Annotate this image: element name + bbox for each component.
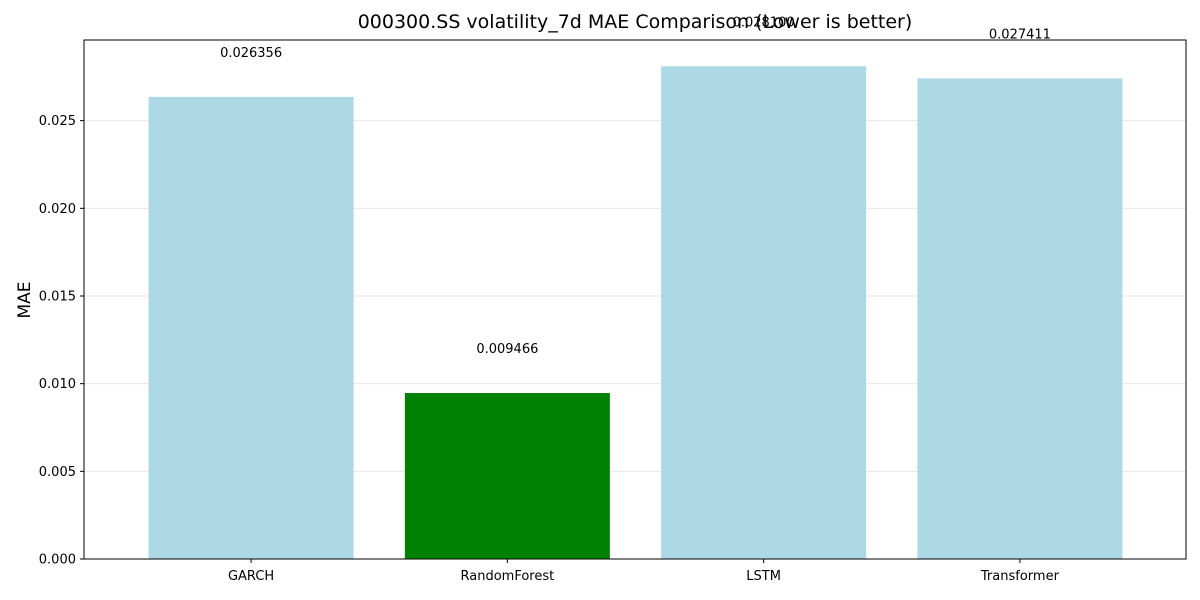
bar-transformer bbox=[917, 78, 1123, 559]
plot-frame bbox=[83, 39, 1187, 560]
y-tick-label: 0.025 bbox=[39, 114, 76, 129]
data-label-transformer: 0.027411 bbox=[989, 27, 1051, 42]
x-tick-label: RandomForest bbox=[461, 569, 555, 584]
y-tick-label: 0.015 bbox=[39, 289, 76, 304]
data-label-lstm: 0.028100 bbox=[733, 15, 795, 30]
y-tick-label: 0.000 bbox=[39, 553, 76, 568]
bars bbox=[148, 66, 1123, 560]
bar-randomforest bbox=[404, 393, 610, 559]
y-axis: 0.000 0.005 0.010 0.015 0.020 0.025 bbox=[39, 114, 84, 568]
x-axis: GARCH RandomForest LSTM Transformer bbox=[228, 559, 1060, 584]
y-tick-label: 0.020 bbox=[39, 202, 76, 217]
x-tick-label: GARCH bbox=[228, 569, 274, 584]
data-labels: 0.026356 0.009466 0.028100 0.027411 bbox=[220, 15, 1051, 357]
y-tick-label: 0.010 bbox=[39, 377, 76, 392]
bar-lstm bbox=[661, 66, 867, 560]
x-tick-label: Transformer bbox=[980, 569, 1060, 584]
y-axis-title: MAE bbox=[15, 281, 35, 318]
data-label-garch: 0.026356 bbox=[220, 46, 282, 61]
y-tick-label: 0.005 bbox=[39, 465, 76, 480]
chart-title: 000300.SS volatility_7d MAE Comparison (… bbox=[357, 11, 913, 33]
bar-garch bbox=[148, 96, 354, 560]
x-tick-label: LSTM bbox=[746, 569, 781, 584]
data-label-randomforest: 0.009466 bbox=[476, 342, 538, 357]
